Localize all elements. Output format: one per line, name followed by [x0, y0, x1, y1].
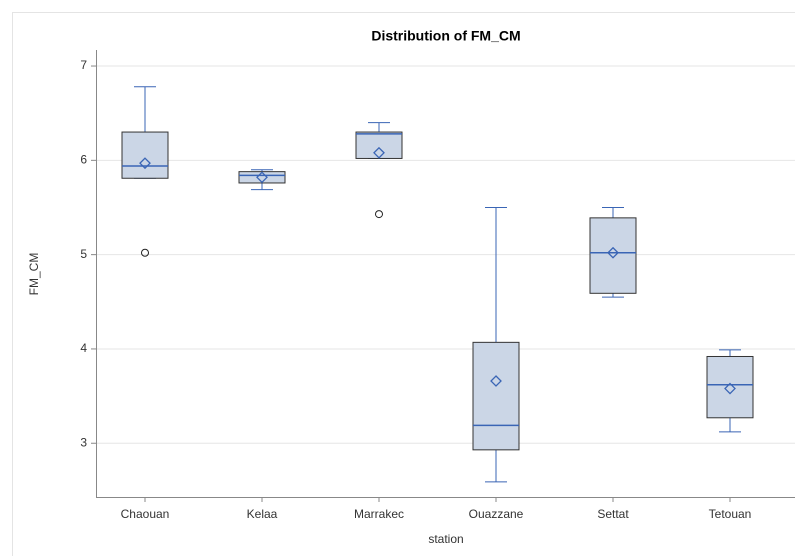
box	[355, 131, 403, 159]
outlier	[375, 210, 383, 219]
x-tick-label: Ouazzane	[469, 507, 524, 521]
box	[121, 131, 169, 179]
x-tick-label: Kelaa	[247, 507, 278, 521]
mean-marker	[139, 157, 151, 170]
x-tick-label: Settat	[597, 507, 629, 521]
box	[706, 355, 754, 419]
x-tick-label: Tetouan	[709, 507, 752, 521]
y-axis-label: FM_CM	[27, 253, 41, 296]
y-tick-label: 6	[80, 153, 87, 167]
y-tick-label: 4	[80, 341, 87, 355]
outlier	[141, 248, 149, 257]
chart-title: Distribution of FM_CM	[371, 28, 520, 44]
box	[238, 171, 286, 184]
x-tick-label: Marrakec	[354, 507, 404, 521]
mean-marker	[373, 146, 385, 159]
y-tick-label: 7	[80, 58, 87, 72]
y-tick-label: 5	[80, 247, 87, 261]
mean-marker	[607, 246, 619, 259]
x-tick-label: Chaouan	[121, 507, 170, 521]
mean-marker	[490, 375, 502, 387]
box	[589, 217, 637, 294]
y-tick-label: 3	[80, 435, 87, 449]
box	[472, 341, 520, 451]
mean-marker	[256, 171, 268, 184]
outer-frame	[12, 12, 795, 556]
x-axis-label: station	[428, 532, 463, 546]
mean-marker	[724, 382, 736, 395]
